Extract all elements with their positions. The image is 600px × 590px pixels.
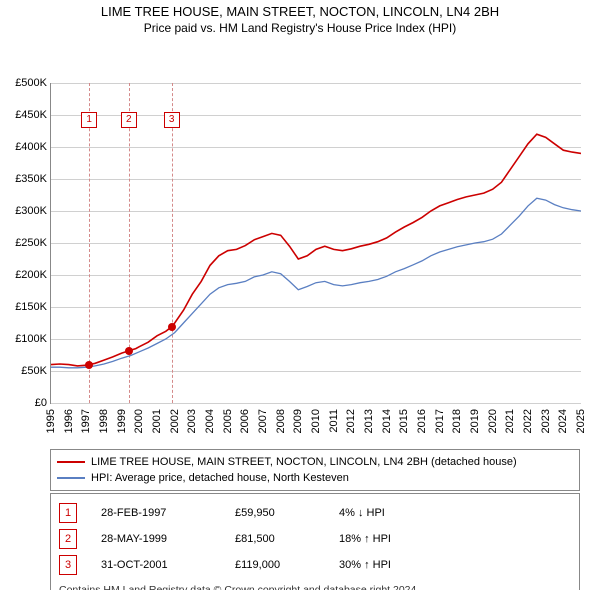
x-tick-label: 2009 — [292, 409, 304, 433]
x-tick-label: 2018 — [451, 409, 463, 433]
x-tick-label: 2019 — [469, 409, 481, 433]
y-tick-label: £350K — [15, 173, 47, 185]
events-row: 3 31-OCT-2001 £119,000 30% ↑ HPI — [59, 552, 571, 578]
legend-row: HPI: Average price, detached house, Nort… — [57, 470, 573, 486]
y-tick-label: £150K — [15, 301, 47, 313]
x-tick-label: 1995 — [45, 409, 57, 433]
x-tick-label: 2007 — [257, 409, 269, 433]
x-tick-label: 2000 — [133, 409, 145, 433]
event-point — [125, 347, 133, 355]
x-tick-label: 2014 — [381, 409, 393, 433]
events-row-date: 28-MAY-1999 — [101, 533, 211, 545]
legend-label: HPI: Average price, detached house, Nort… — [91, 472, 349, 484]
x-tick-label: 2021 — [504, 409, 516, 433]
x-tick-label: 2005 — [222, 409, 234, 433]
x-tick-label: 2010 — [310, 409, 322, 433]
events-row: 2 28-MAY-1999 £81,500 18% ↑ HPI — [59, 526, 571, 552]
event-point — [168, 323, 176, 331]
event-marker-box: 3 — [164, 112, 180, 128]
legend: LIME TREE HOUSE, MAIN STREET, NOCTON, LI… — [50, 449, 580, 491]
x-tick-label: 2020 — [487, 409, 499, 433]
x-tick-label: 2022 — [522, 409, 534, 433]
y-tick-label: £100K — [15, 333, 47, 345]
events-row-pct: 30% ↑ HPI — [339, 559, 439, 571]
events-row-marker: 1 — [59, 503, 77, 523]
x-tick-label: 2011 — [328, 409, 340, 433]
y-tick-label: £0 — [35, 397, 47, 409]
y-tick-label: £200K — [15, 269, 47, 281]
x-tick-label: 2002 — [169, 409, 181, 433]
event-point — [85, 361, 93, 369]
x-tick-label: 2013 — [363, 409, 375, 433]
x-tick-label: 2001 — [151, 409, 163, 433]
x-tick-label: 2024 — [557, 409, 569, 433]
events-panel: 1 28-FEB-1997 £59,950 4% ↓ HPI 2 28-MAY-1999 £… — [50, 493, 580, 590]
series-line — [51, 134, 581, 366]
x-tick-label: 2015 — [398, 409, 410, 433]
x-tick-label: 1996 — [63, 409, 75, 433]
y-tick-label: £300K — [15, 205, 47, 217]
y-tick-label: £400K — [15, 141, 47, 153]
events-row-pct: 4% ↓ HPI — [339, 507, 439, 519]
gridline — [51, 403, 581, 404]
events-row-date: 31-OCT-2001 — [101, 559, 211, 571]
event-marker-box: 1 — [81, 112, 97, 128]
x-tick-label: 2017 — [434, 409, 446, 433]
plot-region: £0£50K£100K£150K£200K£250K£300K£350K£400… — [50, 83, 581, 404]
y-tick-label: £450K — [15, 109, 47, 121]
events-row-price: £119,000 — [235, 559, 315, 571]
events-row: 1 28-FEB-1997 £59,950 4% ↓ HPI — [59, 500, 571, 526]
events-row-price: £59,950 — [235, 507, 315, 519]
events-row-marker: 2 — [59, 529, 77, 549]
events-row-pct: 18% ↑ HPI — [339, 533, 439, 545]
legend-swatch — [57, 477, 85, 479]
chart-titles: LIME TREE HOUSE, MAIN STREET, NOCTON, LI… — [0, 4, 600, 35]
events-row-date: 28-FEB-1997 — [101, 507, 211, 519]
x-tick-label: 2008 — [275, 409, 287, 433]
series-svg — [51, 83, 581, 403]
legend-swatch — [57, 461, 85, 463]
chart-title-line1: LIME TREE HOUSE, MAIN STREET, NOCTON, LI… — [0, 4, 600, 19]
y-tick-label: £500K — [15, 77, 47, 89]
events-footer: Contains HM Land Registry data © Crown c… — [59, 584, 571, 590]
events-row-marker: 3 — [59, 555, 77, 575]
events-row-price: £81,500 — [235, 533, 315, 545]
x-tick-label: 2004 — [204, 409, 216, 433]
x-tick-label: 2012 — [345, 409, 357, 433]
event-marker-box: 2 — [121, 112, 137, 128]
series-line — [51, 198, 581, 368]
x-tick-label: 1997 — [80, 409, 92, 433]
x-tick-label: 2023 — [540, 409, 552, 433]
y-tick-label: £250K — [15, 237, 47, 249]
x-tick-label: 1998 — [98, 409, 110, 433]
x-tick-label: 1999 — [116, 409, 128, 433]
events-footer-line1: Contains HM Land Registry data © Crown c… — [59, 584, 571, 590]
x-tick-label: 2006 — [239, 409, 251, 433]
chart-title-line2: Price paid vs. HM Land Registry's House … — [0, 21, 600, 35]
legend-label: LIME TREE HOUSE, MAIN STREET, NOCTON, LI… — [91, 456, 517, 468]
x-tick-label: 2016 — [416, 409, 428, 433]
x-tick-label: 2025 — [575, 409, 587, 433]
legend-row: LIME TREE HOUSE, MAIN STREET, NOCTON, LI… — [57, 454, 573, 470]
y-tick-label: £50K — [21, 365, 47, 377]
x-tick-label: 2003 — [186, 409, 198, 433]
